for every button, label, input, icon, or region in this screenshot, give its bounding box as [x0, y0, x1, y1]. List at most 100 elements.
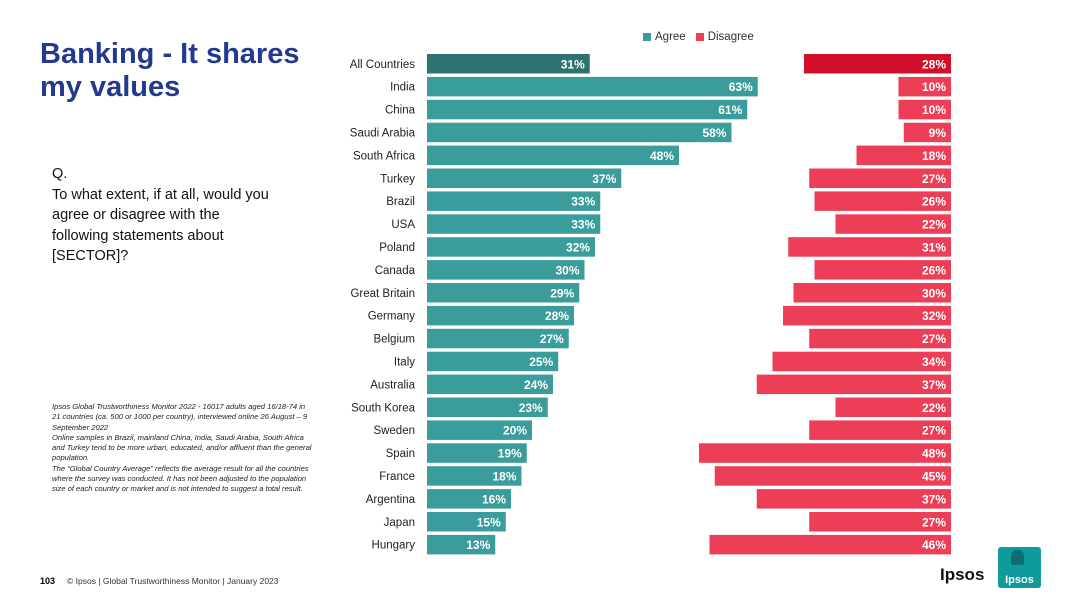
- agree-bar-hungary: [427, 534, 496, 555]
- disagree-value-poland: 31%: [922, 240, 946, 254]
- agree-bar-great-britain: [427, 283, 580, 303]
- category-label-germany: Germany: [368, 311, 416, 323]
- agree-value-sweden: 20%: [503, 424, 527, 438]
- ipsos-wordmark: Ipsos: [940, 565, 985, 584]
- agree-value-hungary: 13%: [466, 538, 490, 552]
- category-label-south-africa: South Africa: [353, 150, 416, 162]
- disagree-bar-italy: [772, 351, 951, 372]
- disagree-value-china: 10%: [922, 103, 946, 117]
- agree-value-canada: 30%: [555, 263, 579, 277]
- category-label-canada: Canada: [375, 265, 416, 277]
- disagree-value-belgium: 27%: [922, 332, 946, 346]
- category-label-all-countries: All Countries: [350, 59, 415, 71]
- disagree-value-sweden: 27%: [922, 424, 946, 438]
- disagree-bar-belgium: [809, 328, 951, 349]
- category-label-italy: Italy: [394, 356, 415, 368]
- agree-bar-south-korea: [427, 397, 548, 417]
- disagree-bar-usa: [835, 214, 951, 234]
- disagree-value-all-countries: 28%: [922, 57, 946, 71]
- logo-glyph: [1011, 550, 1024, 565]
- disagree-bar-france: [714, 466, 951, 486]
- disagree-value-france: 45%: [922, 469, 946, 483]
- disagree-value-india: 10%: [922, 80, 946, 94]
- chart-legend: Agree Disagree: [643, 31, 754, 43]
- agree-bar-italy: [427, 351, 559, 372]
- category-label-spain: Spain: [386, 448, 415, 460]
- disagree-bar-argentina: [756, 489, 951, 509]
- disagree-value-spain: 48%: [922, 447, 946, 461]
- category-label-argentina: Argentina: [366, 494, 416, 506]
- agree-value-argentina: 16%: [482, 492, 506, 506]
- category-label-belgium: Belgium: [373, 334, 415, 346]
- disagree-bar-china: [898, 99, 951, 120]
- disagree-value-argentina: 37%: [922, 492, 946, 506]
- category-label-great-britain: Great Britain: [350, 288, 415, 300]
- agree-value-japan: 15%: [477, 515, 501, 529]
- agree-bar-saudi-arabia: [427, 122, 732, 143]
- category-label-australia: Australia: [370, 379, 415, 391]
- disagree-bar-japan: [809, 512, 951, 532]
- disagree-bar-all-countries: [804, 54, 951, 74]
- agree-value-australia: 24%: [524, 378, 548, 392]
- legend-item-agree: Agree: [643, 31, 686, 43]
- page-title: Banking - It shares my values: [40, 38, 300, 103]
- category-label-france: France: [379, 471, 415, 483]
- disagree-value-great-britain: 30%: [922, 286, 946, 300]
- disagree-value-brazil: 26%: [922, 195, 946, 209]
- legend-label-agree: Agree: [655, 31, 686, 43]
- category-label-japan: Japan: [384, 517, 415, 529]
- agree-value-italy: 25%: [529, 355, 553, 369]
- disagree-bar-australia: [756, 374, 951, 395]
- question-label: Q.: [52, 166, 68, 182]
- disagree-value-south-korea: 22%: [922, 401, 946, 415]
- legend-swatch-disagree: [695, 33, 704, 41]
- disagree-value-usa: 22%: [922, 218, 946, 232]
- agree-value-china: 61%: [718, 103, 742, 117]
- agree-bar-japan: [427, 512, 506, 532]
- note-global-average: The “Global Country Average” reflects th…: [52, 463, 309, 494]
- disagree-bar-south-africa: [856, 145, 951, 166]
- ipsos-logo-icon: Ipsos: [998, 547, 1041, 588]
- agree-value-usa: 33%: [571, 218, 595, 232]
- category-label-turkey: Turkey: [380, 173, 415, 185]
- footer: 103 © Ipsos | Global Trustworthiness Mon…: [40, 576, 279, 586]
- category-label-usa: USA: [391, 219, 415, 231]
- agree-value-india: 63%: [729, 80, 753, 94]
- agree-value-great-britain: 29%: [550, 286, 574, 300]
- agree-value-all-countries: 31%: [561, 57, 585, 71]
- methodology-notes: Ipsos Global Trustworthiness Monitor 202…: [52, 402, 312, 495]
- category-label-india: India: [390, 82, 416, 94]
- footer-text: © Ipsos | Global Trustworthiness Monitor…: [67, 576, 279, 586]
- survey-question: Q. To what extent, if at all, would you …: [52, 164, 277, 267]
- agree-value-poland: 32%: [566, 240, 590, 254]
- page-number: 103: [40, 576, 56, 586]
- disagree-bar-turkey: [809, 168, 951, 188]
- disagree-bar-saudi-arabia: [903, 122, 951, 143]
- disagree-bar-canada: [814, 260, 951, 280]
- agree-bar-china: [427, 99, 748, 120]
- agree-bar-canada: [427, 260, 585, 280]
- agree-value-germany: 28%: [545, 309, 569, 323]
- logo-box-text: Ipsos: [1005, 574, 1034, 586]
- note-sample: Ipsos Global Trustworthiness Monitor 202…: [52, 402, 308, 432]
- question-text: To what extent, if at all, would you agr…: [52, 186, 269, 265]
- legend-item-disagree: Disagree: [695, 31, 754, 43]
- disagree-bar-brazil: [814, 191, 951, 211]
- disagree-bar-south-korea: [835, 397, 951, 417]
- disagree-bar-spain: [699, 443, 951, 463]
- disagree-value-canada: 26%: [922, 263, 946, 277]
- agree-value-belgium: 27%: [540, 332, 564, 346]
- agree-value-saudi-arabia: 58%: [702, 126, 726, 140]
- agree-bar-turkey: [427, 168, 622, 188]
- category-label-south-korea: South Korea: [351, 402, 416, 414]
- disagree-value-australia: 37%: [922, 378, 946, 392]
- legend-label-disagree: Disagree: [707, 31, 754, 43]
- category-label-hungary: Hungary: [372, 540, 416, 552]
- disagree-value-japan: 27%: [922, 515, 946, 529]
- agree-bar-belgium: [427, 328, 569, 349]
- disagree-bar-great-britain: [793, 283, 951, 303]
- disagree-bar-india: [898, 76, 951, 97]
- agree-bar-usa: [427, 214, 601, 234]
- agree-bar-spain: [427, 443, 527, 463]
- disagree-value-turkey: 27%: [922, 172, 946, 186]
